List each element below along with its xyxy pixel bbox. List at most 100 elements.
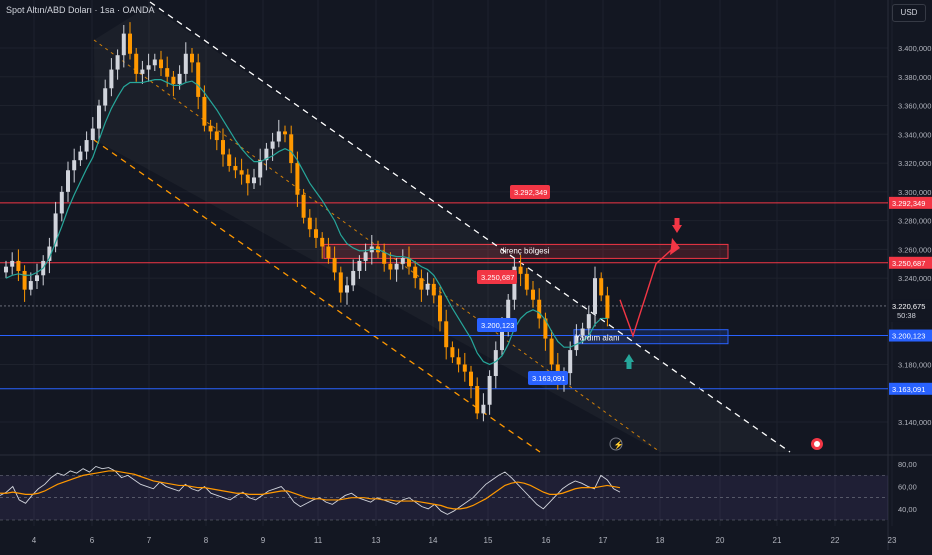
price-axis-label: 3.220,675 (892, 302, 925, 311)
candle-body (183, 53, 188, 74)
candle-body (146, 65, 151, 70)
candle-body (103, 88, 108, 106)
candle-body (524, 273, 529, 290)
candle-body (332, 258, 337, 273)
candle-body (400, 258, 405, 264)
candle-body (444, 321, 449, 348)
price-axis-label: 3.163,091 (892, 385, 925, 394)
support-zone-label: Yardım alanı (575, 334, 620, 343)
candle-body (214, 131, 219, 141)
candle-body (258, 160, 263, 178)
candle-body (531, 289, 535, 300)
candle-body (345, 285, 349, 293)
candle-body (177, 73, 182, 84)
x-tick-label: 18 (656, 536, 665, 545)
candle-body (202, 96, 207, 126)
x-tick-label: 8 (204, 536, 209, 545)
x-tick-label: 14 (429, 536, 438, 545)
x-tick-label: 4 (32, 536, 37, 545)
candle-body (326, 246, 331, 259)
tag-3163-label: 3.163,091 (532, 374, 565, 383)
y-tick-label: 3.360,000 (898, 102, 931, 111)
candle-body (568, 350, 573, 374)
candle-body (66, 170, 70, 192)
candle-body (264, 148, 269, 161)
rsi-tick-label: 40,00 (898, 505, 917, 514)
price-axis-badge (889, 256, 932, 269)
candle-body (388, 263, 393, 270)
candle-body (121, 33, 126, 56)
y-tick-label: 3.240,000 (898, 274, 931, 283)
support-zone (573, 329, 729, 345)
candle-body (586, 314, 591, 329)
x-tick-label: 17 (599, 536, 608, 545)
candle-body (152, 59, 157, 66)
tag-3292-label: 3.292,349 (514, 188, 547, 197)
candle-body (338, 272, 343, 293)
y-tick-label: 3.380,000 (898, 73, 931, 82)
candle-body (605, 295, 610, 319)
candle-body (134, 53, 139, 74)
candle-body (115, 55, 120, 70)
candle-body (357, 260, 362, 271)
projection-arrowhead (670, 237, 680, 256)
candle-body (301, 194, 306, 218)
x-tick-label: 11 (314, 536, 323, 545)
x-tick-label: 21 (773, 536, 782, 545)
candle-body (580, 328, 585, 336)
candle-body (462, 364, 467, 372)
y-tick-label: 3.280,000 (898, 217, 931, 226)
price-axis-label: 3.200,123 (892, 332, 925, 341)
ema-line (5, 79, 608, 366)
lightning-icon (609, 437, 623, 451)
candle-body (382, 252, 387, 264)
candle-body (140, 69, 145, 74)
x-tick-label: 7 (147, 536, 152, 545)
candle-body (4, 266, 8, 273)
x-tick-label: 22 (831, 536, 840, 545)
lightning-glyph: ⚡ (614, 440, 624, 450)
candle-body (59, 191, 64, 214)
candle-body (307, 217, 312, 230)
y-tick-label: 3.340,000 (898, 130, 931, 139)
candle-body (208, 125, 213, 132)
currency-button[interactable]: USD (892, 4, 926, 22)
y-tick-label: 3.260,000 (898, 245, 931, 254)
candle-body (245, 174, 250, 184)
candle-body (593, 278, 597, 315)
channel-upper-line (149, 1, 791, 453)
candle-body (487, 375, 492, 405)
candle-body (481, 404, 486, 414)
rsi-tick-label: 60,00 (898, 483, 917, 492)
candle-body (22, 270, 27, 290)
x-tick-label: 20 (716, 536, 725, 545)
x-tick-label: 15 (484, 536, 493, 545)
rsi-tick-label: 80,00 (898, 460, 917, 469)
sell-arrow-stem (674, 218, 680, 225)
y-tick-label: 3.300,000 (898, 188, 931, 197)
symbol-title: Spot Altın/ABD Doları · 1sa · OANDA (6, 5, 155, 15)
candle-body (10, 260, 15, 267)
candle-body (407, 258, 411, 267)
x-tick-label: 6 (90, 536, 95, 545)
y-tick-label: 3.320,000 (898, 159, 931, 168)
candle-body (128, 33, 132, 54)
tag-3250-label: 3.250,687 (481, 273, 514, 282)
rsi-ma-line (0, 470, 621, 510)
candle-body (425, 283, 430, 290)
candle-body (431, 283, 436, 296)
candle-body (500, 328, 504, 351)
buy-arrow-stem (626, 362, 632, 369)
tag-3292-badge (510, 185, 550, 199)
x-tick-label: 23 (888, 536, 897, 545)
y-tick-label: 3.140,000 (898, 418, 931, 427)
candle-body (450, 347, 455, 358)
x-tick-label: 13 (372, 536, 381, 545)
candle-body (47, 246, 52, 261)
candle-body (419, 278, 424, 290)
candle-body (549, 338, 554, 365)
candle-body (28, 281, 33, 290)
price-axis-badge (889, 382, 932, 395)
